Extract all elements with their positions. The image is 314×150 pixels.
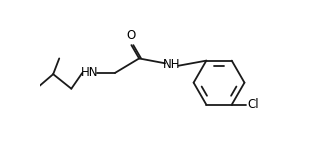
Text: O: O xyxy=(127,29,136,42)
Text: NH: NH xyxy=(163,58,181,71)
Text: Cl: Cl xyxy=(247,98,259,111)
Text: HN: HN xyxy=(81,66,98,80)
